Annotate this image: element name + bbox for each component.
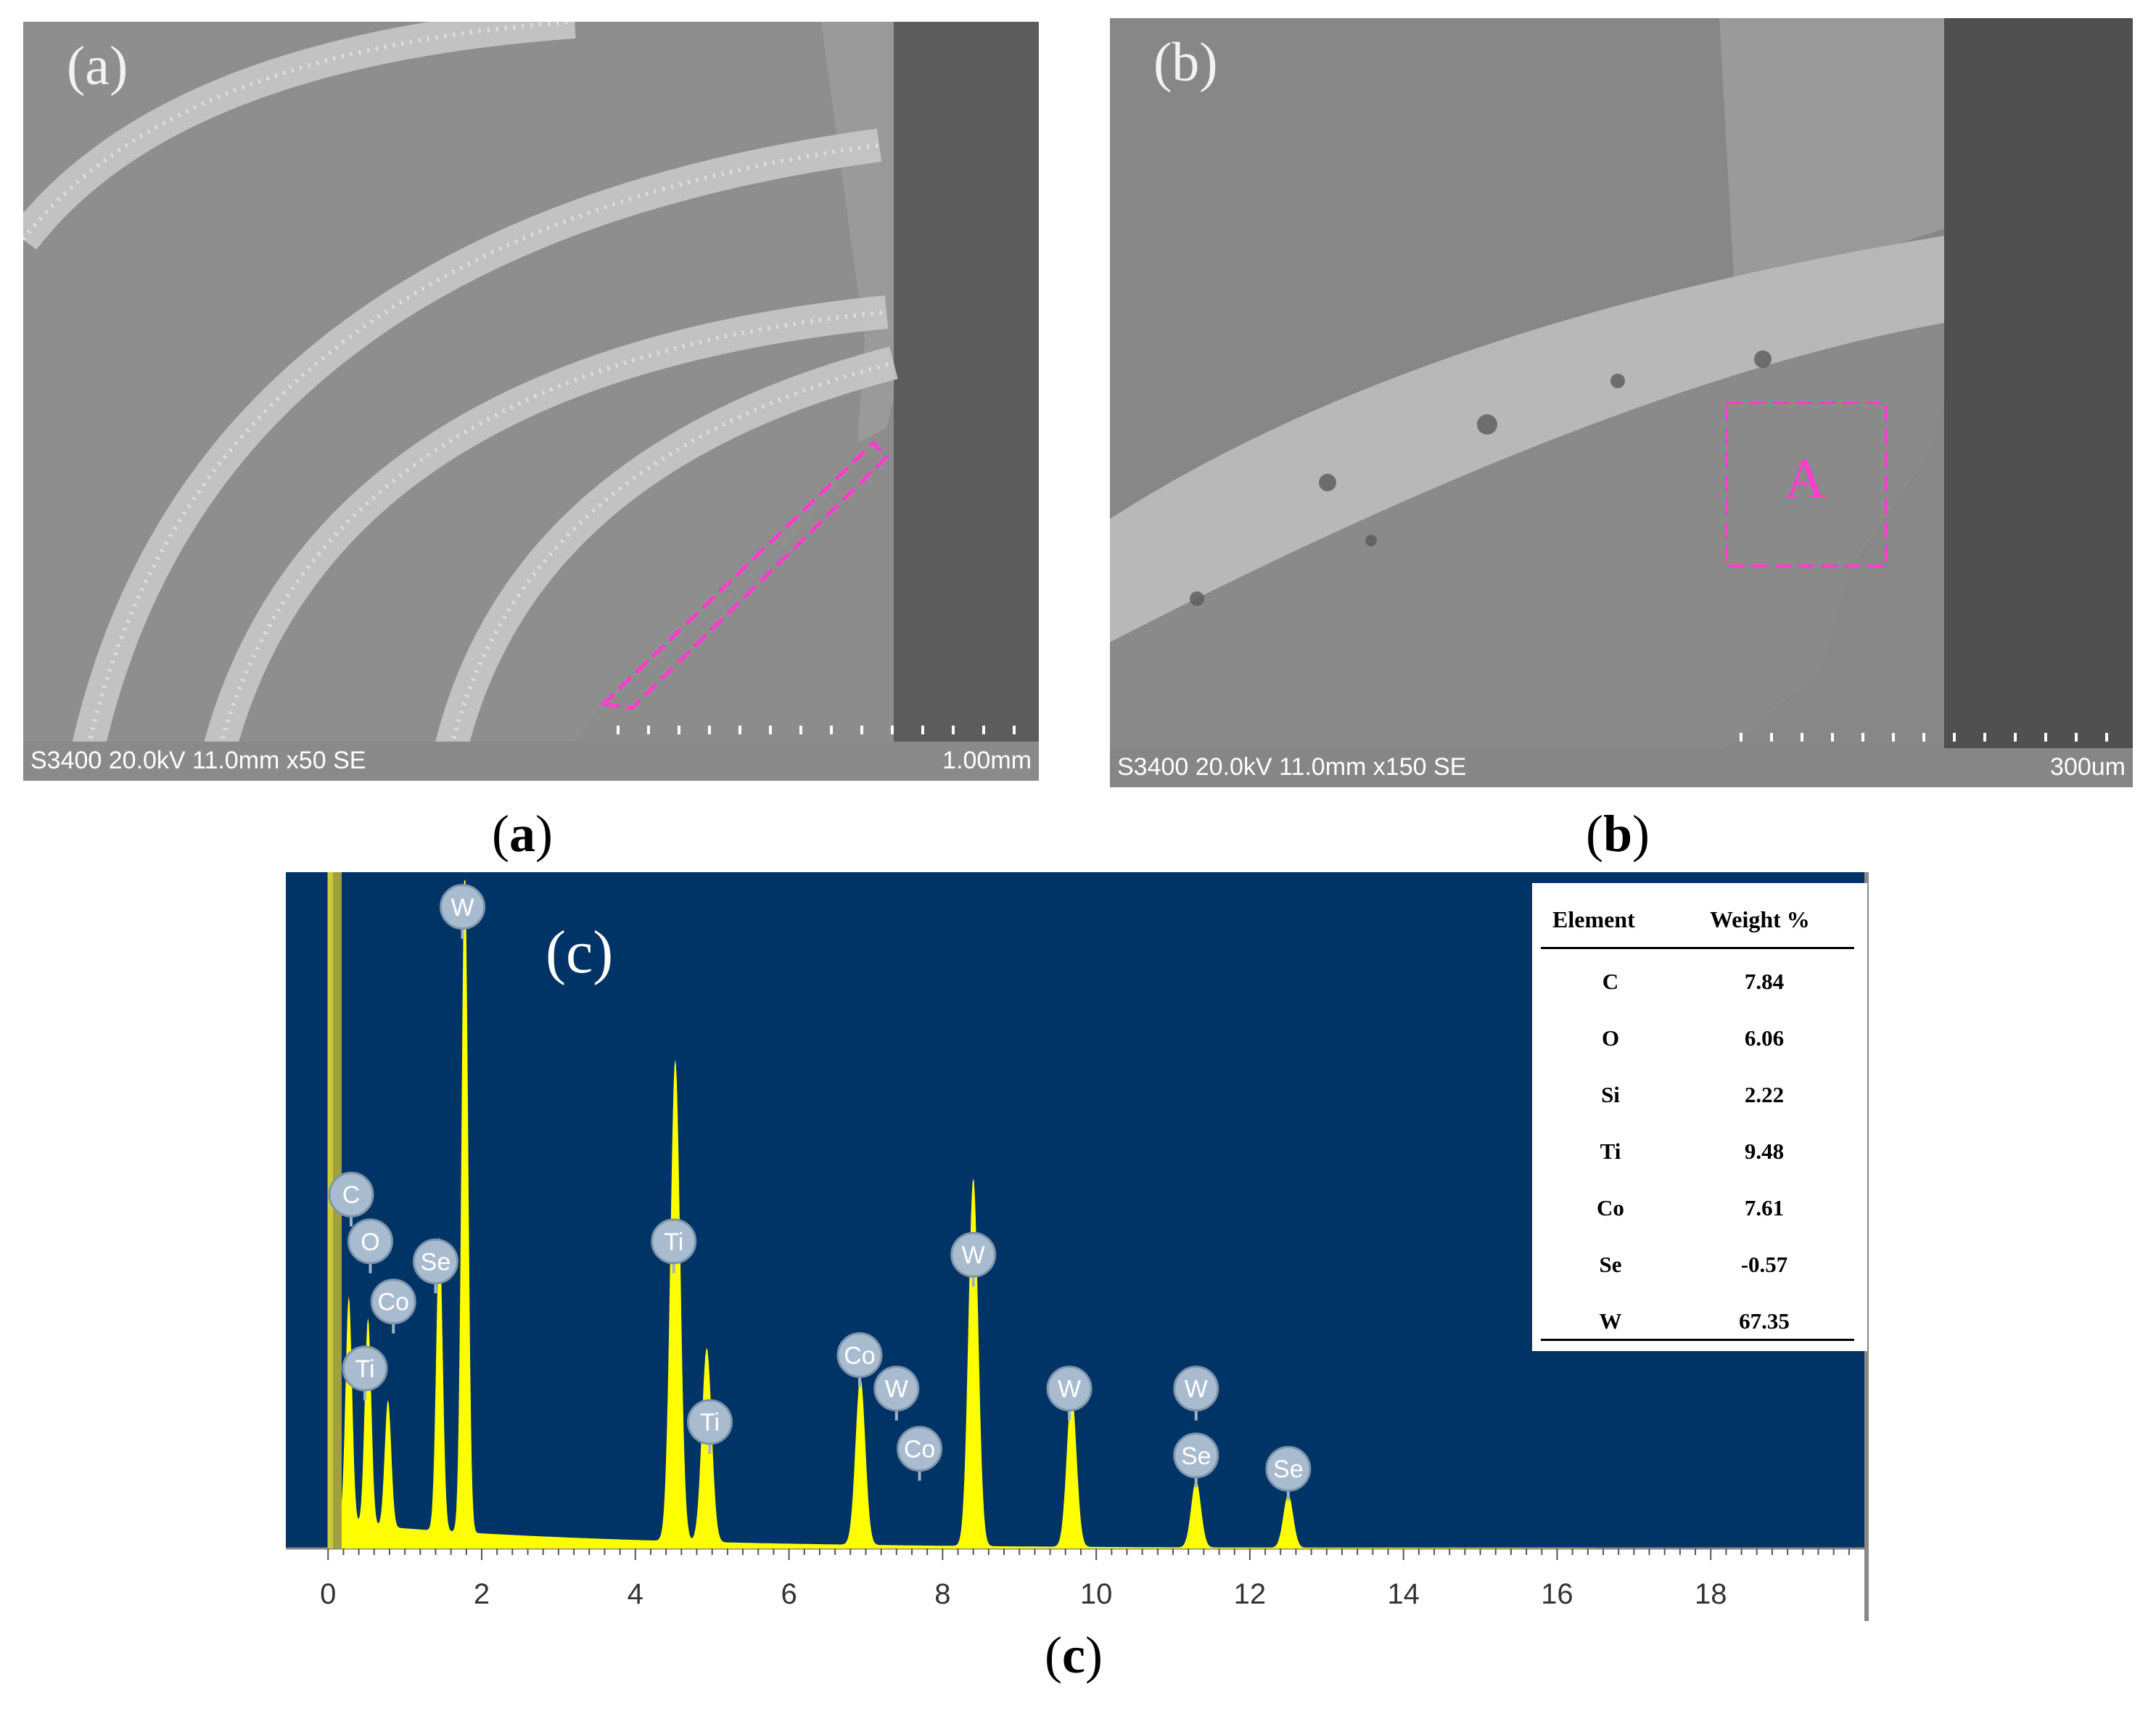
svg-text:Co: Co	[844, 1342, 875, 1370]
table-header-element: Element	[1552, 906, 1635, 932]
table-cell-weight: 9.48	[1744, 1138, 1785, 1164]
table-cell-weight: 7.84	[1744, 969, 1785, 994]
peak-label: W	[950, 1231, 997, 1287]
svg-text:W: W	[885, 1376, 908, 1403]
svg-text:W: W	[1058, 1376, 1081, 1403]
sem-info-bar-a: S3400 20.0kV 11.0mm x50 SE 1.00mm	[23, 742, 1039, 781]
sem-image-b: (b) A S3400 20.0kV 11.0mm x150 SE 300um	[1110, 18, 2133, 787]
caption-b: (b)	[1585, 805, 1650, 863]
table-cell-weight: -0.57	[1740, 1252, 1788, 1277]
svg-text:W: W	[450, 894, 474, 922]
table-cell-element: O	[1601, 1025, 1620, 1051]
panel-tag-c: (c)	[546, 919, 614, 986]
sem-parameters-a: S3400 20.0kV 11.0mm x50 SE	[30, 747, 366, 774]
sem-micrograph-a	[23, 22, 1039, 781]
peak-label: Ti	[651, 1218, 697, 1273]
table-cell-element: Ti	[1600, 1138, 1621, 1164]
svg-text:O: O	[361, 1228, 379, 1256]
table-cell-element: C	[1602, 969, 1619, 994]
region-label-a: A	[1785, 447, 1826, 510]
peak-label: Se	[1173, 1432, 1219, 1488]
table-cell-weight: 6.06	[1744, 1025, 1785, 1051]
svg-text:C: C	[342, 1181, 361, 1209]
peak-label: Se	[412, 1238, 458, 1294]
element-composition-table: Element Weight % C 7.84 O 6.06 Si 2.22 Ti 9.48 C…	[1532, 883, 1867, 1351]
peak-label: Co	[897, 1426, 943, 1481]
caption-c: (c)	[1045, 1626, 1103, 1684]
x-tick-label: 6	[781, 1578, 797, 1610]
svg-text:W: W	[1185, 1376, 1208, 1403]
table-cell-element: Si	[1601, 1082, 1620, 1107]
sem-info-bar-b: S3400 20.0kV 11.0mm x150 SE 300um	[1110, 748, 2133, 787]
x-tick-label: 0	[320, 1578, 336, 1610]
table-cell-weight: 67.35	[1739, 1308, 1790, 1334]
x-tick-label: 10	[1080, 1578, 1113, 1610]
table-rule-bottom	[1541, 1339, 1854, 1341]
table-rule-top	[1541, 947, 1854, 949]
sem-parameters-b: S3400 20.0kV 11.0mm x150 SE	[1117, 753, 1467, 781]
peak-label: Ti	[342, 1345, 388, 1400]
svg-text:Co: Co	[378, 1289, 409, 1316]
peak-label: W	[1046, 1366, 1093, 1421]
x-tick-label: 16	[1541, 1578, 1573, 1610]
table-cell-element: Se	[1599, 1252, 1622, 1277]
peak-label: C	[328, 1171, 374, 1227]
table-cell-element: Co	[1597, 1195, 1624, 1220]
svg-text:Ti: Ti	[355, 1355, 375, 1383]
svg-text:Ti: Ti	[700, 1409, 720, 1437]
highlight-region-a	[599, 440, 889, 710]
panel-tag-b: (b)	[1153, 32, 1218, 93]
scale-label-b: 300um	[2050, 753, 2126, 781]
x-tick-label: 8	[934, 1578, 950, 1610]
peak-label: Se	[1265, 1445, 1312, 1501]
svg-text:Se: Se	[421, 1248, 451, 1276]
svg-text:W: W	[962, 1242, 985, 1269]
sem-image-a: (a) S3400 20.0kV 11.0mm x50 SE 1.00mm	[23, 22, 1039, 781]
svg-text:Se: Se	[1181, 1443, 1211, 1470]
caption-a: (a)	[492, 805, 553, 863]
table-cell-weight: 7.61	[1744, 1195, 1785, 1220]
peak-label: O	[347, 1218, 393, 1273]
peak-label: Co	[836, 1332, 883, 1387]
peak-label: W	[1173, 1366, 1219, 1421]
svg-text:Co: Co	[904, 1436, 935, 1464]
peak-label: W	[440, 884, 486, 939]
sem-micrograph-b	[1110, 18, 2133, 787]
table-cell-element: W	[1599, 1308, 1622, 1334]
svg-text:Se: Se	[1273, 1456, 1304, 1483]
table-cell-weight: 2.22	[1744, 1082, 1785, 1107]
panel-tag-a: (a)	[67, 36, 128, 97]
x-tick-label: 2	[474, 1578, 490, 1610]
x-tick-label: 18	[1695, 1578, 1727, 1610]
svg-text:Ti: Ti	[664, 1228, 683, 1256]
table-header-weight: Weight %	[1710, 906, 1810, 932]
x-tick-label: 4	[628, 1578, 643, 1610]
scale-label-a: 1.00mm	[942, 747, 1032, 774]
peak-label: W	[873, 1366, 920, 1421]
peak-label: Ti	[687, 1399, 733, 1454]
peak-label: Co	[370, 1279, 416, 1334]
x-tick-label: 12	[1234, 1578, 1267, 1610]
x-tick-label: 14	[1387, 1578, 1420, 1610]
highlight-region-b	[1725, 401, 1888, 567]
